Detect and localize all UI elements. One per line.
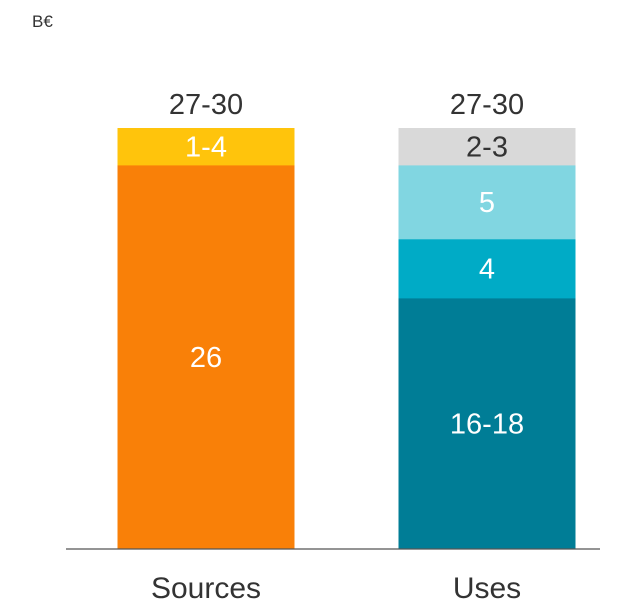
uses-segment-1-label: 4	[479, 253, 495, 285]
unit-label: B€	[32, 12, 53, 31]
uses-segment-1	[398, 238, 576, 299]
uses-segment-0	[398, 297, 576, 550]
uses-category-label: Uses	[453, 572, 521, 605]
sources-segment-0	[117, 164, 295, 550]
uses-segment-2	[398, 164, 576, 240]
sources-segment-1-label: 1-4	[185, 132, 227, 164]
bars-group	[117, 128, 576, 550]
uses-segment-2-label: 5	[479, 187, 495, 219]
sources-segment-1	[117, 128, 295, 166]
sources-segment-0-label: 26	[190, 342, 222, 374]
uses-segment-0-label: 16-18	[450, 408, 524, 440]
uses-total-label: 27-30	[450, 89, 524, 121]
uses-segment-3	[398, 128, 576, 166]
sources-total-label: 27-30	[169, 89, 243, 121]
labels-group: 26 1-4 27-30 Sources 16-18 4 5 2-3 27-30 Uses	[151, 89, 524, 605]
sources-category-label: Sources	[151, 572, 261, 605]
uses-segment-3-label: 2-3	[466, 132, 508, 164]
